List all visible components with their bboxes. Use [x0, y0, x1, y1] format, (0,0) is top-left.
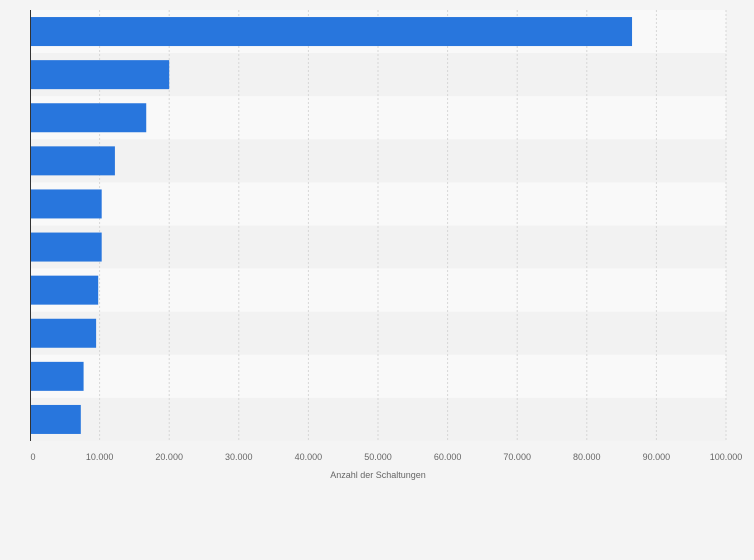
x-tick-label: 20.000 — [155, 452, 183, 462]
x-tick-label: 50.000 — [364, 452, 392, 462]
x-tick-label: 90.000 — [643, 452, 671, 462]
x-tick-label: 10.000 — [86, 452, 114, 462]
x-tick-label: 80.000 — [573, 452, 601, 462]
bar[interactable] — [30, 404, 81, 434]
x-tick-label: 40.000 — [295, 452, 323, 462]
bar[interactable] — [30, 361, 84, 391]
bar[interactable] — [30, 232, 102, 262]
x-tick-label: 70.000 — [503, 452, 531, 462]
x-tick-label: 60.000 — [434, 452, 462, 462]
bar[interactable] — [30, 275, 99, 305]
x-tick-label: 100.000 — [710, 452, 743, 462]
x-axis-title: Anzahl der Schaltungen — [330, 470, 426, 480]
bars — [30, 17, 633, 434]
x-tick-label: 30.000 — [225, 452, 253, 462]
bar[interactable] — [30, 318, 97, 348]
bar[interactable] — [30, 103, 147, 133]
bar[interactable] — [30, 60, 170, 90]
x-tick-labels: 0 10.000 20.000 30.000 40.000 50.000 60.000 70.… — [30, 452, 742, 462]
bar[interactable] — [30, 146, 115, 176]
x-tick-label: 0 — [30, 452, 35, 462]
bar[interactable] — [30, 17, 633, 47]
bar[interactable] — [30, 189, 102, 219]
